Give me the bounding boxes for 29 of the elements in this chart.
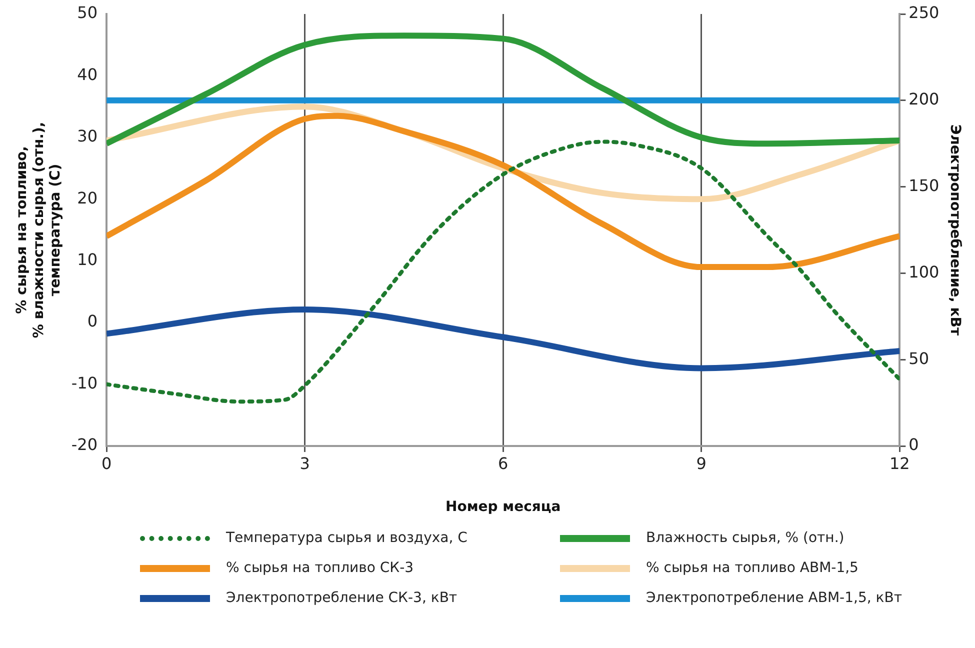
y-tick-label: 30 [77,126,98,146]
y-tick-label: 10 [77,250,98,270]
x-tick-label: 0 [101,454,112,473]
y-tick-label: -20 [71,435,98,454]
y2-axis-title: Электропотребление, кВт [946,124,963,336]
legend-label: Электропотребление СК-3, кВт [226,590,458,606]
legend-label: % сырья на топливо АВМ-1,5 [646,560,858,576]
x-tick-label: 3 [300,454,310,473]
x-tick-label: 6 [498,454,508,473]
y2-tick-label: 50 [908,348,930,368]
line-series [106,140,900,404]
y2-tick-label: 0 [908,435,919,454]
y-tick-label: 20 [77,188,98,208]
y-tick-label: 40 [77,64,98,84]
x-tick-label: 12 [889,454,910,473]
legend-label: Температура сырья и воздуха, С [226,530,468,546]
y2-tick-label: 200 [908,90,940,109]
y-tick-label: 0 [87,312,98,331]
legend-label: Влажность сырья, % (отн.) [646,530,844,546]
y2-tick-label: 250 [908,3,940,22]
y-tick-label: 50 [77,3,98,22]
y-axis-title: % сырья на топливо, % влажности сырья (отн.), температура (С) [14,122,64,338]
legend-label: % сырья на топливо СК-3 [226,560,414,576]
x-tick-label: 9 [696,454,706,473]
legend-label: Электропотребление АВМ-1,5, кВт [646,590,902,606]
y2-tick-label: 100 [908,262,940,282]
y-tick-label: -10 [71,373,98,392]
x-axis-title: Номер месяца [445,499,561,516]
y2-tick-label: 150 [908,176,940,195]
